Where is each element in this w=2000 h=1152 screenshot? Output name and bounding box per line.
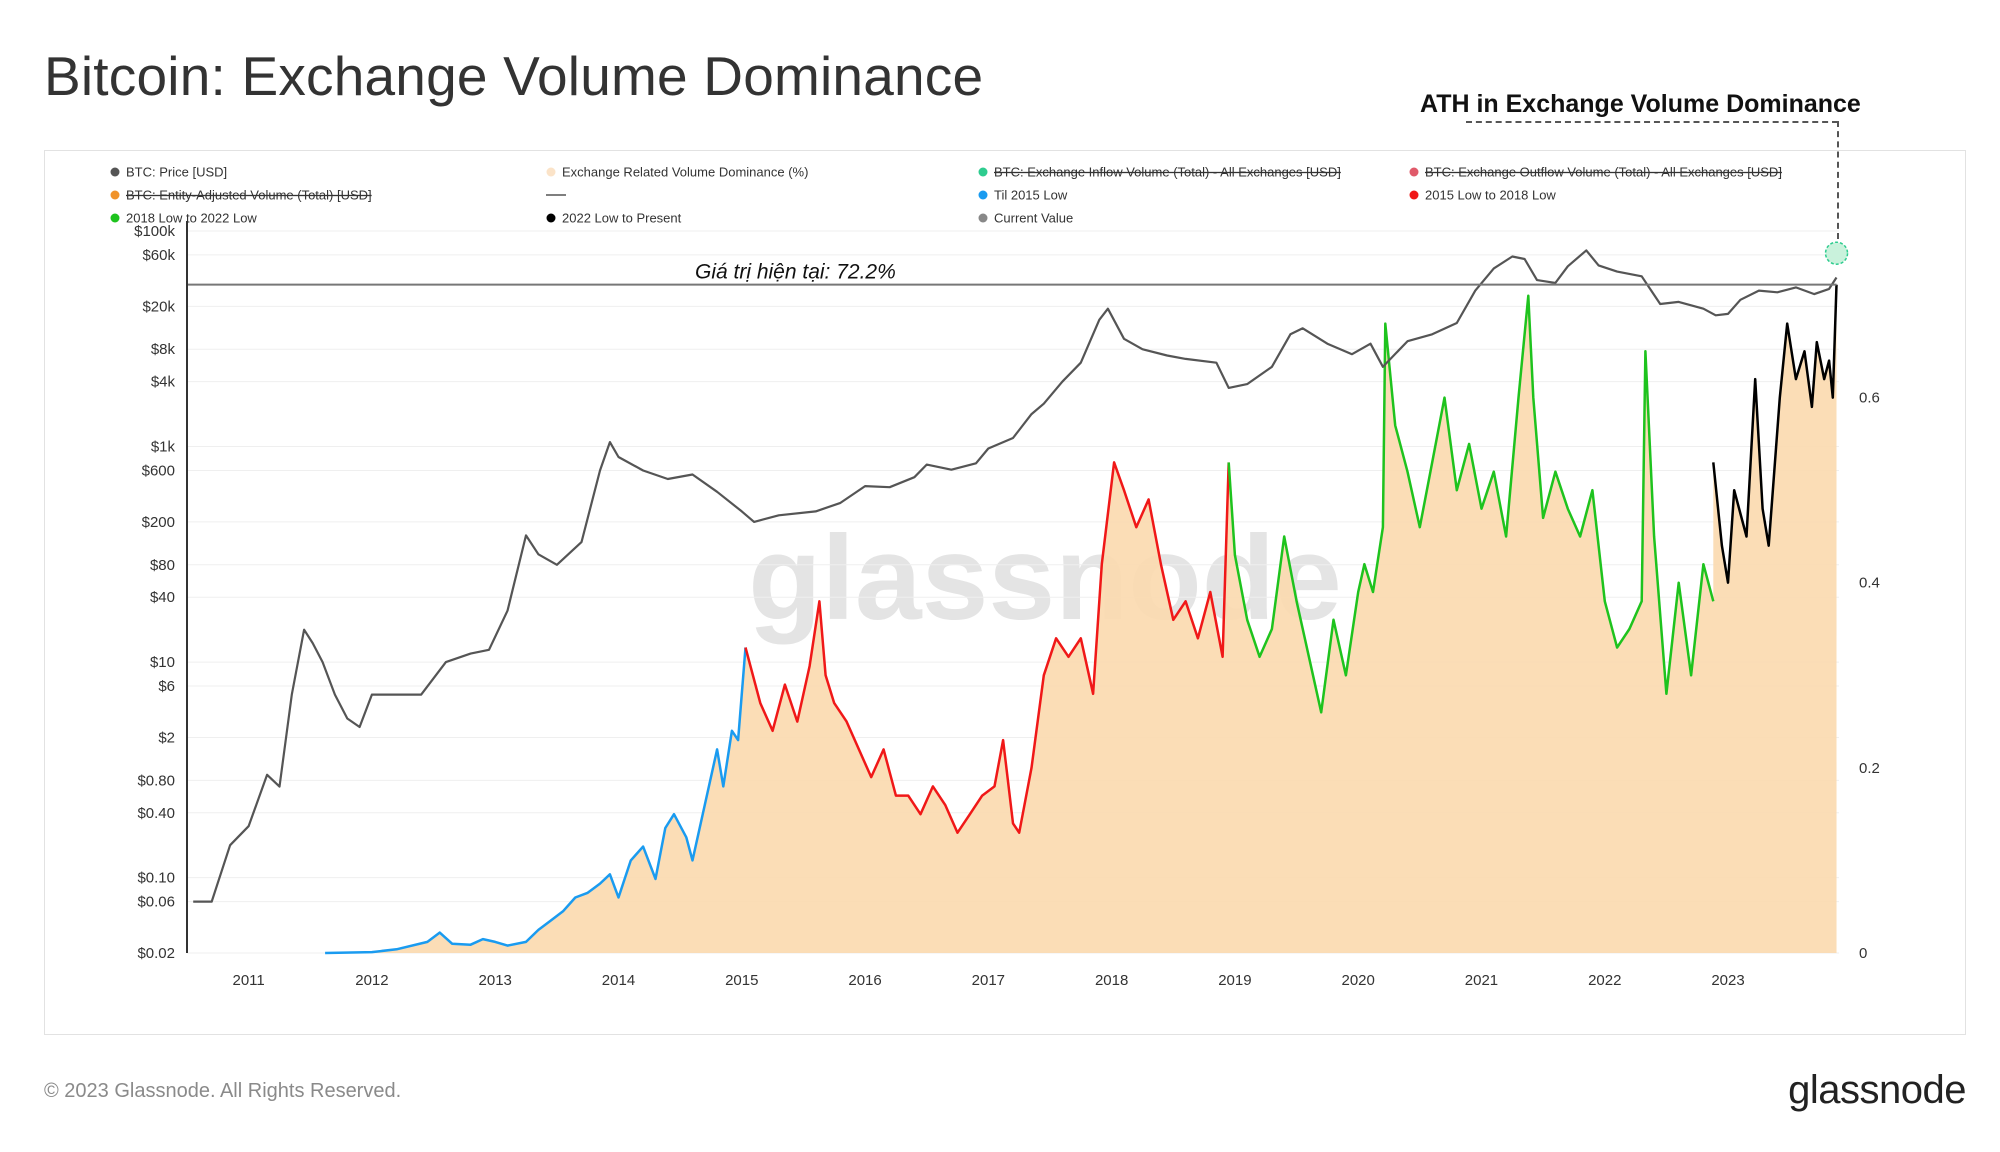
legend-item-label[interactable]: Til 2015 Low bbox=[994, 188, 1068, 203]
y-left-tick-label: $10 bbox=[150, 654, 175, 671]
legend-item-label[interactable]: 2015 Low to 2018 Low bbox=[1425, 188, 1556, 203]
y-left-tick-label: $40 bbox=[150, 589, 175, 606]
y-left-tick-label: $100k bbox=[134, 223, 175, 240]
legend-marker bbox=[110, 167, 120, 177]
dominance-series-til-2015-low bbox=[325, 647, 747, 955]
legend-marker bbox=[1409, 190, 1419, 200]
ath-leader-line bbox=[1466, 121, 1838, 123]
legend-marker bbox=[978, 190, 988, 200]
y-right-tick-label: 0.4 bbox=[1859, 575, 1880, 592]
y-left-tick-label: $6 bbox=[158, 678, 175, 695]
dominance-series-2015-low-to-2018-low bbox=[744, 461, 1230, 834]
legend-item-label[interactable]: 2018 Low to 2022 Low bbox=[126, 211, 257, 226]
y-left-tick-label: $8k bbox=[151, 341, 176, 358]
y-left-tick-label: $200 bbox=[142, 514, 175, 531]
watermark-text: glassnode bbox=[748, 511, 1342, 645]
legend-marker bbox=[546, 213, 556, 223]
y-left-tick-label: $20k bbox=[142, 298, 175, 315]
x-tick-label: 2013 bbox=[479, 972, 512, 989]
dominance-series-2022-low-to-present bbox=[1712, 284, 1838, 584]
legend-item-label[interactable]: Current Value bbox=[994, 211, 1073, 226]
y-left-tick-label: $0.02 bbox=[137, 945, 175, 962]
current-value-label: Giá trị hiện tại: 72.2% bbox=[695, 261, 896, 284]
dominance-area-fill bbox=[325, 284, 1837, 953]
x-tick-label: 2017 bbox=[972, 972, 1005, 989]
x-tick-label: 2023 bbox=[1711, 972, 1744, 989]
y-right-tick-label: 0.6 bbox=[1859, 390, 1880, 407]
glassnode-logo: glassnode bbox=[1788, 1068, 1966, 1112]
chart-frame: glassnode Giá trị hiện tại: 72.2% $100k $… bbox=[44, 150, 1966, 1035]
legend-marker bbox=[1409, 167, 1419, 177]
x-tick-label: 2016 bbox=[848, 972, 881, 989]
x-tick-label: 2020 bbox=[1342, 972, 1375, 989]
legend-item-label[interactable]: BTC: Entity-Adjusted Volume (Total) [USD… bbox=[126, 188, 372, 203]
legend-marker bbox=[978, 213, 988, 223]
y-left-tick-label: $0.10 bbox=[137, 870, 175, 887]
y-left-tick-label: $80 bbox=[150, 557, 175, 574]
x-tick-label: 2014 bbox=[602, 972, 635, 989]
page-title: Bitcoin: Exchange Volume Dominance bbox=[44, 45, 984, 107]
x-tick-label: 2018 bbox=[1095, 972, 1128, 989]
btc-price-line bbox=[193, 249, 1838, 903]
legend-item-label[interactable]: BTC: Exchange Outflow Volume (Total) - A… bbox=[1425, 165, 1782, 180]
dominance-series-2018-low-to-2022-low bbox=[1227, 294, 1715, 714]
ath-annotation: ATH in Exchange Volume Dominance bbox=[1420, 90, 1861, 118]
y-right-tick-label: 0.2 bbox=[1859, 760, 1880, 777]
legend-marker bbox=[110, 213, 120, 223]
y-left-tick-label: $60k bbox=[142, 247, 175, 264]
x-tick-label: 2022 bbox=[1588, 972, 1621, 989]
legend-marker bbox=[546, 167, 556, 177]
legend-marker bbox=[978, 167, 988, 177]
x-tick-label: 2012 bbox=[355, 972, 388, 989]
legend-item-label[interactable]: BTC: Exchange Inflow Volume (Total) - Al… bbox=[994, 165, 1341, 180]
ath-leader-line-vertical bbox=[1837, 121, 1839, 239]
legend-marker bbox=[110, 190, 120, 200]
y-left-tick-label: $4k bbox=[151, 374, 176, 391]
y-right-tick-label: 0 bbox=[1859, 945, 1867, 962]
x-tick-label: 2021 bbox=[1465, 972, 1498, 989]
ath-marker bbox=[1824, 241, 1849, 265]
x-tick-label: 2011 bbox=[233, 972, 265, 989]
legend-item-label[interactable]: Exchange Related Volume Dominance (%) bbox=[562, 165, 808, 180]
legend-item-label[interactable]: 2022 Low to Present bbox=[562, 211, 682, 226]
copyright-text: © 2023 Glassnode. All Rights Reserved. bbox=[44, 1080, 402, 1102]
y-left-tick-label: $1k bbox=[151, 439, 176, 456]
y-left-tick-label: $600 bbox=[142, 462, 175, 479]
legend-item-label[interactable]: BTC: Price [USD] bbox=[126, 165, 227, 180]
x-tick-label: 2015 bbox=[725, 972, 758, 989]
y-left-tick-label: $0.40 bbox=[137, 805, 175, 822]
y-left-tick-label: $2 bbox=[158, 729, 175, 746]
y-left-tick-label: $0.06 bbox=[137, 894, 175, 911]
x-tick-label: 2019 bbox=[1218, 972, 1251, 989]
y-left-tick-label: $0.80 bbox=[137, 772, 175, 789]
exchange-volume-dominance-chart: glassnode Giá trị hiện tại: 72.2% $100k $… bbox=[110, 165, 1880, 989]
